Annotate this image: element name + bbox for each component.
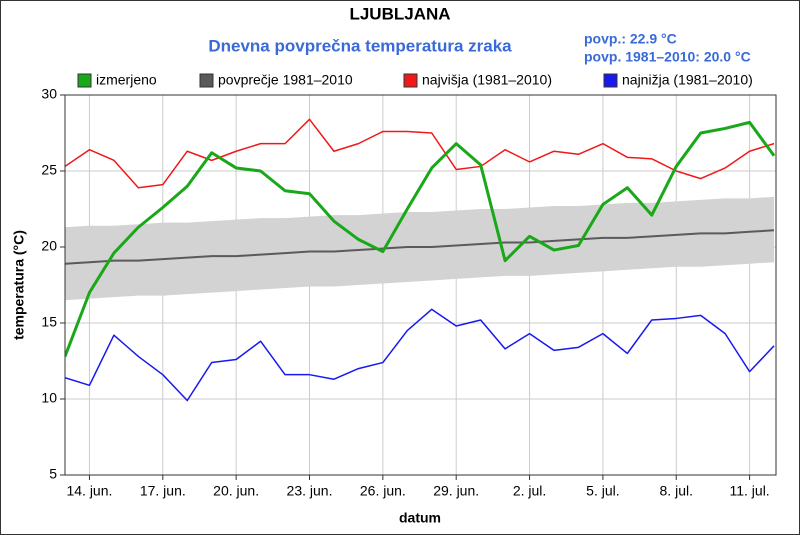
x-tick-label: 20. jun. [213, 483, 259, 499]
y-tick-label: 10 [41, 390, 57, 406]
x-tick-label: 5. jul. [586, 483, 619, 499]
x-tick-label: 2. jul. [513, 483, 546, 499]
annotation: povp. 1981–2010: 20.0 °C [584, 49, 751, 65]
y-tick-label: 30 [41, 86, 57, 102]
y-tick-label: 5 [49, 466, 57, 482]
x-tick-label: 17. jun. [140, 483, 186, 499]
band [65, 196, 775, 301]
legend-swatch [77, 73, 92, 88]
x-tick-label: 23. jun. [287, 483, 333, 499]
annotation: povp.: 22.9 °C [584, 31, 677, 47]
legend-swatch [199, 73, 214, 88]
legend-label: najvišja (1981–2010) [422, 72, 552, 88]
y-tick-label: 20 [41, 238, 57, 254]
series-line [65, 118, 775, 189]
x-tick-label: 14. jun. [66, 483, 112, 499]
x-tick-label: 8. jul. [660, 483, 693, 499]
legend-label: izmerjeno [96, 72, 157, 88]
plot-border [64, 94, 777, 476]
series-line [65, 229, 775, 265]
y-tick-label: 25 [41, 162, 57, 178]
x-axis-label: datum [399, 510, 441, 526]
x-tick-label: 29. jun. [433, 483, 479, 499]
chart-subtitle: Dnevna povprečna temperatura zraka [208, 36, 512, 55]
y-tick-label: 15 [41, 314, 57, 330]
y-axis-label: temperatura (°C) [11, 230, 27, 340]
series-line [65, 120, 776, 357]
series-line [65, 308, 775, 402]
legend-label: povprečje 1981–2010 [218, 72, 353, 88]
x-tick-label: 11. jul. [729, 483, 769, 499]
chart-title: LJUBLJANA [349, 4, 450, 23]
legend-label: najnižja (1981–2010) [622, 72, 753, 88]
legend-swatch [403, 73, 418, 88]
legend-swatch [603, 73, 618, 88]
x-tick-label: 26. jun. [360, 483, 406, 499]
